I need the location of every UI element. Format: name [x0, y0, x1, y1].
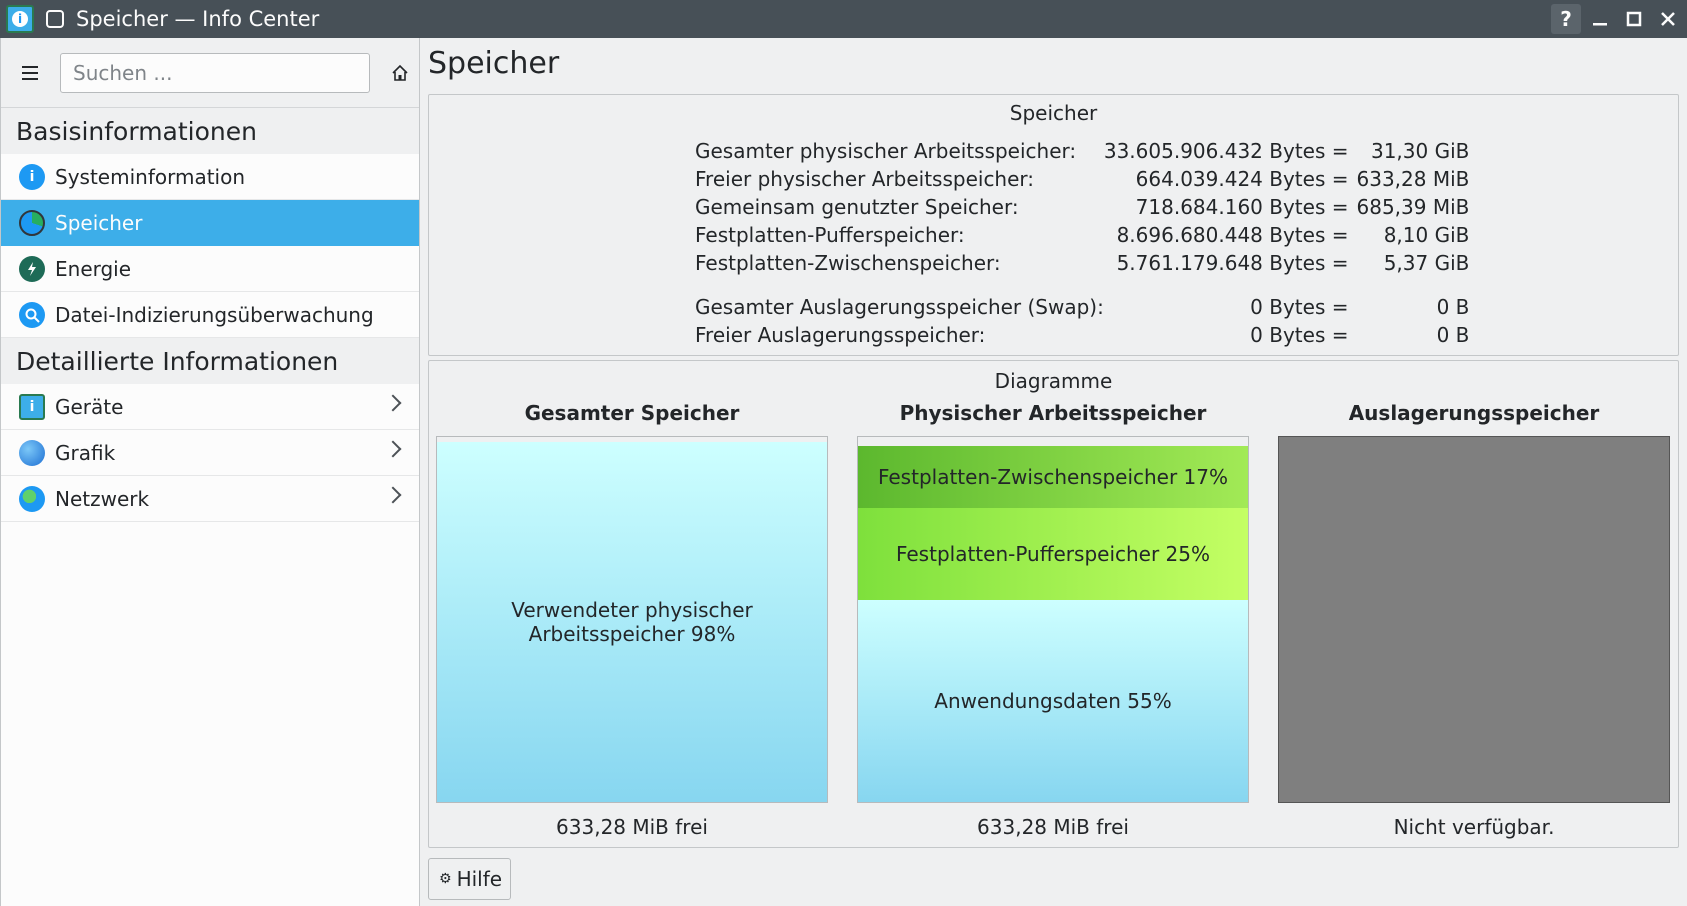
row-label: Gesamter Auslagerungsspeicher (Swap):	[695, 295, 1104, 319]
row-value: 0 B	[1436, 323, 1470, 347]
row-bytes: 718.684.160 Bytes =	[1135, 195, 1349, 219]
sidebar-item-label: Speicher	[55, 210, 143, 235]
maximize-icon[interactable]	[1619, 4, 1649, 34]
chart-total-memory: Gesamter Speicher Verwendeter physischer…	[436, 401, 828, 839]
row-value: 633,28 MiB	[1356, 167, 1470, 191]
section-basic-info: Basisinformationen	[1, 108, 419, 154]
row-bytes: 5.761.179.648 Bytes =	[1116, 251, 1349, 275]
row-label: Gemeinsam genutzter Speicher:	[695, 195, 1019, 219]
sidebar-item-speicher[interactable]: Speicher	[1, 200, 419, 246]
sidebar-item-systeminformation[interactable]: i Systeminformation	[1, 154, 419, 200]
chart-segment-label: Festplatten-Zwischenspeicher 17%	[877, 465, 1229, 489]
memory-table: Gesamter physischer Arbeitsspeicher: 33.…	[695, 137, 1469, 349]
chart-segment: Verwendeter physischer Arbeitsspeicher 9…	[437, 442, 827, 802]
sidebar: Basisinformationen i Systeminformation S…	[0, 38, 420, 906]
window-titlebar: i Speicher — Info Center ?	[0, 0, 1687, 38]
sidebar-item-label: Geräte	[55, 394, 124, 419]
chart-physical-memory: Physischer Arbeitsspeicher Anwendungsdat…	[857, 401, 1249, 839]
row-bytes: 33.605.906.432 Bytes =	[1103, 139, 1349, 163]
table-row: Gesamter physischer Arbeitsspeicher: 33.…	[695, 137, 1469, 165]
info-icon: i	[19, 163, 45, 190]
chart-title: Physischer Arbeitsspeicher	[899, 401, 1207, 425]
hamburger-menu-icon[interactable]	[22, 65, 38, 80]
table-row: Freier physischer Arbeitsspeicher: 664.0…	[695, 165, 1469, 193]
row-value: 31,30 GiB	[1370, 139, 1470, 163]
energy-icon	[19, 255, 45, 282]
chart-footer: 633,28 MiB frei	[977, 815, 1129, 839]
chart-title: Auslagerungsspeicher	[1348, 401, 1600, 425]
row-value: 5,37 GiB	[1383, 251, 1470, 275]
table-row: Gesamter Auslagerungsspeicher (Swap): 0 …	[695, 293, 1469, 321]
sidebar-item-label: Netzwerk	[55, 486, 150, 511]
row-value: 0 B	[1436, 295, 1470, 319]
help-icon: ⚙	[439, 871, 452, 887]
row-bytes: 8.696.680.448 Bytes =	[1116, 223, 1349, 247]
row-value: 685,39 MiB	[1356, 195, 1470, 219]
memory-group-title: Speicher	[1009, 101, 1098, 125]
table-row: Gemeinsam genutzter Speicher: 718.684.16…	[695, 193, 1469, 221]
chevron-right-icon	[384, 440, 402, 458]
help-button[interactable]: ⚙ Hilfe	[428, 858, 511, 900]
sidebar-item-energie[interactable]: Energie	[1, 246, 419, 292]
table-row: Freier Auslagerungsspeicher: 0 Bytes = 0…	[695, 321, 1469, 349]
sidebar-item-label: Energie	[55, 256, 132, 281]
home-icon[interactable]	[388, 61, 412, 85]
chart-footer: Nicht verfügbar.	[1393, 815, 1555, 839]
table-row: Festplatten-Pufferspeicher: 8.696.680.44…	[695, 221, 1469, 249]
chevron-right-icon	[384, 394, 402, 412]
app-icon[interactable]: i	[6, 5, 34, 33]
chart-segment: Festplatten-Zwischenspeicher 17%	[858, 446, 1248, 508]
charts-group: Diagramme Gesamter Speicher Verwendeter …	[428, 360, 1679, 848]
close-icon[interactable]	[1653, 4, 1683, 34]
chart-segment-label: Anwendungsdaten 55%	[934, 689, 1172, 713]
chart-segment-label: Festplatten-Pufferspeicher 25%	[895, 542, 1211, 566]
row-label: Festplatten-Zwischenspeicher:	[695, 251, 1001, 275]
charts-group-title: Diagramme	[994, 369, 1113, 393]
sidebar-item-label: Grafik	[55, 440, 116, 465]
sidebar-item-geraete[interactable]: i Geräte	[1, 384, 419, 430]
chart-swap: Auslagerungsspeicher Nicht verfügbar.	[1278, 401, 1670, 839]
table-row: Festplatten-Zwischenspeicher: 5.761.179.…	[695, 249, 1469, 277]
row-bytes: 0 Bytes =	[1250, 295, 1349, 319]
row-label: Freier Auslagerungsspeicher:	[695, 323, 986, 347]
section-detailed-info: Detaillierte Informationen	[1, 338, 419, 384]
chart-footer: 633,28 MiB frei	[556, 815, 708, 839]
sidebar-item-datei-indizierung[interactable]: Datei-Indizierungsüberwachung	[1, 292, 419, 338]
file-index-icon	[19, 301, 45, 328]
memory-icon	[19, 209, 45, 236]
chart-area-unavailable	[1278, 436, 1670, 803]
help-button-label: Hilfe	[456, 867, 503, 891]
main-content: Speicher Speicher Gesamter physischer Ar…	[421, 38, 1687, 906]
chart-title: Gesamter Speicher	[524, 401, 740, 425]
row-value: 8,10 GiB	[1383, 223, 1470, 247]
page-title: Speicher	[428, 46, 560, 81]
keep-above-icon[interactable]	[46, 10, 64, 28]
memory-info-group: Speicher Gesamter physischer Arbeitsspei…	[428, 94, 1679, 356]
sidebar-item-label: Datei-Indizierungsüberwachung	[55, 302, 374, 327]
chart-area: Anwendungsdaten 55% Festplatten-Pufferspe…	[857, 436, 1249, 803]
chart-segment: Festplatten-Pufferspeicher 25%	[858, 508, 1248, 600]
sidebar-item-label: Systeminformation	[55, 164, 246, 189]
row-bytes: 0 Bytes =	[1250, 323, 1349, 347]
window-title: Speicher — Info Center	[76, 7, 320, 31]
search-input[interactable]	[60, 52, 370, 93]
chevron-right-icon	[384, 486, 402, 504]
network-icon	[19, 485, 45, 512]
minimize-icon[interactable]	[1585, 4, 1615, 34]
chart-segment: Anwendungsdaten 55%	[858, 600, 1248, 802]
chart-segment-label: Verwendeter physischer Arbeitsspeicher 9…	[511, 598, 753, 646]
sidebar-item-netzwerk[interactable]: Netzwerk	[1, 476, 419, 522]
row-label: Gesamter physischer Arbeitsspeicher:	[695, 139, 1077, 163]
graphics-icon	[19, 439, 45, 466]
row-label: Festplatten-Pufferspeicher:	[695, 223, 965, 247]
chart-area: Verwendeter physischer Arbeitsspeicher 9…	[436, 436, 828, 803]
row-bytes: 664.039.424 Bytes =	[1135, 167, 1349, 191]
sidebar-item-grafik[interactable]: Grafik	[1, 430, 419, 476]
devices-icon: i	[19, 393, 45, 420]
help-icon[interactable]: ?	[1551, 4, 1581, 34]
row-label: Freier physischer Arbeitsspeicher:	[695, 167, 1035, 191]
